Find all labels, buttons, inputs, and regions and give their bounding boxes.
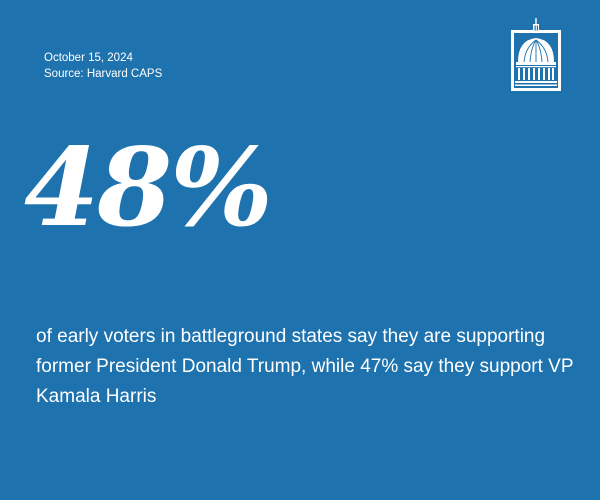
stat-description: of early voters in battleground states s… — [36, 326, 574, 407]
capitol-dome-icon — [511, 18, 561, 91]
source-text: Source: Harvard CAPS — [44, 68, 163, 80]
date-text: October 15, 2024 — [44, 52, 133, 64]
headline-percentage: 48% — [24, 125, 273, 251]
meta-block: October 15, 2024 Source: Harvard CAPS — [44, 50, 162, 82]
